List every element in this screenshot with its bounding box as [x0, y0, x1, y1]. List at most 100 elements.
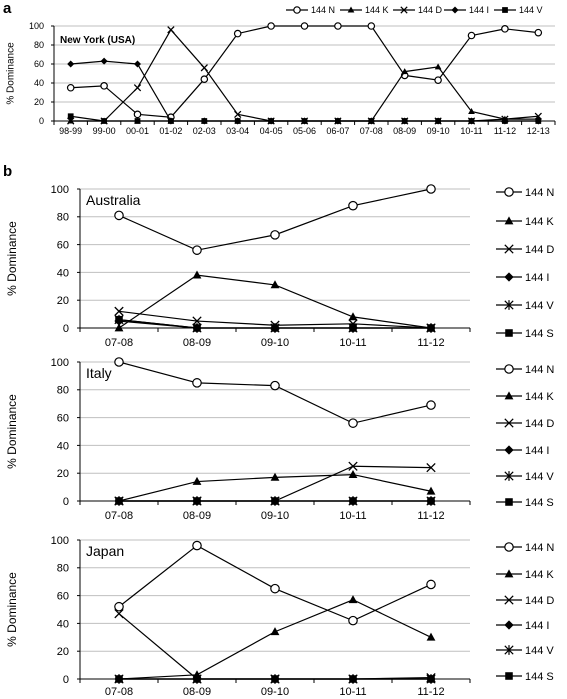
legend-marker-144-k	[504, 569, 514, 578]
panel-b-label: b	[3, 163, 12, 180]
x-tick-label: 08-09	[183, 510, 211, 522]
x-tick-label: 07-08	[105, 510, 133, 522]
x-tick-label: 08-09	[183, 686, 211, 698]
y-tick-label: 20	[57, 295, 69, 307]
data-point-144-n	[233, 29, 242, 38]
y-tick-label: 20	[57, 646, 69, 658]
y-tick-label: 60	[57, 412, 69, 424]
y-axis-label: % Dominance	[5, 221, 19, 296]
data-point-144-i	[100, 57, 108, 65]
data-point-144-n	[300, 22, 309, 30]
data-point-144-v	[201, 118, 208, 124]
data-point-144-d	[348, 461, 358, 471]
chart-japan: 0 20 40 60 80 100 07-08 08-09 09-10 10-11 11-12 % D…	[5, 535, 554, 698]
legend-marker-144-i	[451, 6, 459, 14]
x-tick-label: 02-03	[193, 126, 216, 136]
data-point-144-d	[200, 64, 208, 72]
y-tick-label: 0	[39, 116, 44, 126]
data-point-144-k	[401, 68, 409, 75]
x-tick-label: 09-10	[261, 686, 289, 698]
legend-marker-144-d	[504, 595, 514, 605]
y-tick-label: 100	[51, 184, 69, 196]
data-point-144-v	[101, 118, 107, 124]
data-point-144-s	[349, 324, 357, 332]
data-point-144-v	[368, 118, 375, 124]
y-tick-label: 80	[57, 563, 69, 575]
legend: 144 N 144 K 144 D 144 I 144 V	[286, 5, 543, 15]
legend-label-144-n: 144 N	[525, 542, 554, 554]
data-point-144-v	[401, 118, 408, 124]
data-point-144-n	[192, 540, 202, 551]
data-point-144-n	[501, 25, 509, 33]
y-tick-label: 0	[63, 323, 69, 335]
x-tick-label: 07-08	[105, 686, 133, 698]
data-point-144-d	[234, 110, 242, 119]
legend-label-144-k: 144 K	[525, 569, 554, 581]
legend-label-144-k: 144 K	[365, 5, 389, 15]
y-tick-label: 40	[57, 440, 69, 452]
data-point-144-n	[192, 245, 202, 255]
x-tick-label: 99-00	[93, 126, 116, 136]
data-point-144-k	[192, 270, 202, 279]
legend-marker-144-k	[347, 6, 355, 13]
data-point-144-k	[270, 627, 280, 636]
data-point-144-v	[301, 118, 308, 124]
data-point-144-n	[114, 601, 124, 612]
legend-marker-144-k	[504, 391, 514, 400]
legend-label-144-n: 144 N	[311, 5, 335, 15]
data-point-144-k	[192, 476, 202, 485]
data-point-144-n	[114, 357, 124, 367]
series-line-144-n	[118, 188, 432, 251]
y-tick-label: 80	[34, 40, 44, 50]
legend-label-144-i: 144 I	[525, 445, 549, 457]
data-point-144-s	[349, 675, 357, 683]
y-tick-label: 0	[63, 674, 69, 686]
y-tick-label: 0	[63, 496, 69, 508]
legend-marker-144-s	[505, 498, 513, 506]
series-line-144-n	[118, 361, 432, 424]
legend-label-144-v: 144 V	[525, 645, 554, 657]
data-point-144-s	[193, 675, 201, 683]
legend-marker-144-d	[504, 418, 514, 428]
data-point-144-v	[67, 113, 74, 120]
legend-marker-144-v	[502, 7, 508, 13]
y-tick-label: 60	[57, 590, 69, 602]
data-point-144-v	[335, 118, 341, 124]
legend-label-144-k: 144 K	[525, 216, 554, 228]
x-tick-label: 09-10	[427, 126, 450, 136]
x-tick-label: 10-11	[339, 510, 366, 522]
legend: 144 N 144 K 144 D 144 I 144 V 144 S	[496, 364, 554, 509]
legend-marker-144-s	[505, 329, 513, 337]
data-point-144-n	[348, 615, 358, 626]
data-point-144-k	[348, 595, 358, 604]
data-point-144-k	[426, 486, 436, 495]
legend-marker-144-n	[293, 6, 301, 14]
legend-label-144-s: 144 S	[525, 328, 554, 340]
x-tick-label: 07-08	[105, 337, 133, 349]
data-point-144-d	[167, 26, 175, 34]
data-point-144-n	[270, 583, 280, 594]
legend-marker-144-i	[504, 272, 514, 282]
data-point-144-v	[134, 118, 141, 124]
chart-italy: 0 20 40 60 80 100 07-08 08-09 09-10 10-11 11-12 % D…	[5, 357, 554, 522]
y-tick-label: 40	[57, 618, 69, 630]
legend-label-144-i: 144 I	[525, 620, 549, 632]
y-tick-label: 60	[34, 59, 44, 69]
data-point-144-v	[168, 118, 174, 124]
x-tick-label: 10-11	[339, 686, 366, 698]
chart-a: 0 20 40 60 80 100 98-99 99-00 00-01 01-02 02-03 03-…	[6, 5, 556, 136]
region-label: New York (USA)	[60, 35, 135, 46]
data-point-144-n	[334, 22, 342, 30]
x-tick-label: 10-11	[339, 337, 366, 349]
data-point-144-k	[348, 312, 358, 321]
data-point-144-k	[426, 632, 436, 641]
data-point-144-v	[268, 118, 274, 124]
legend-label-144-d: 144 D	[418, 5, 443, 15]
data-point-144-k	[270, 280, 280, 289]
legend-label-144-s: 144 S	[525, 497, 554, 509]
y-axis-label: % Dominance	[5, 394, 19, 469]
legend-label-144-d: 144 D	[525, 595, 554, 607]
data-point-144-s	[115, 315, 123, 324]
y-tick-label: 20	[34, 97, 44, 107]
data-point-144-n	[467, 31, 476, 40]
